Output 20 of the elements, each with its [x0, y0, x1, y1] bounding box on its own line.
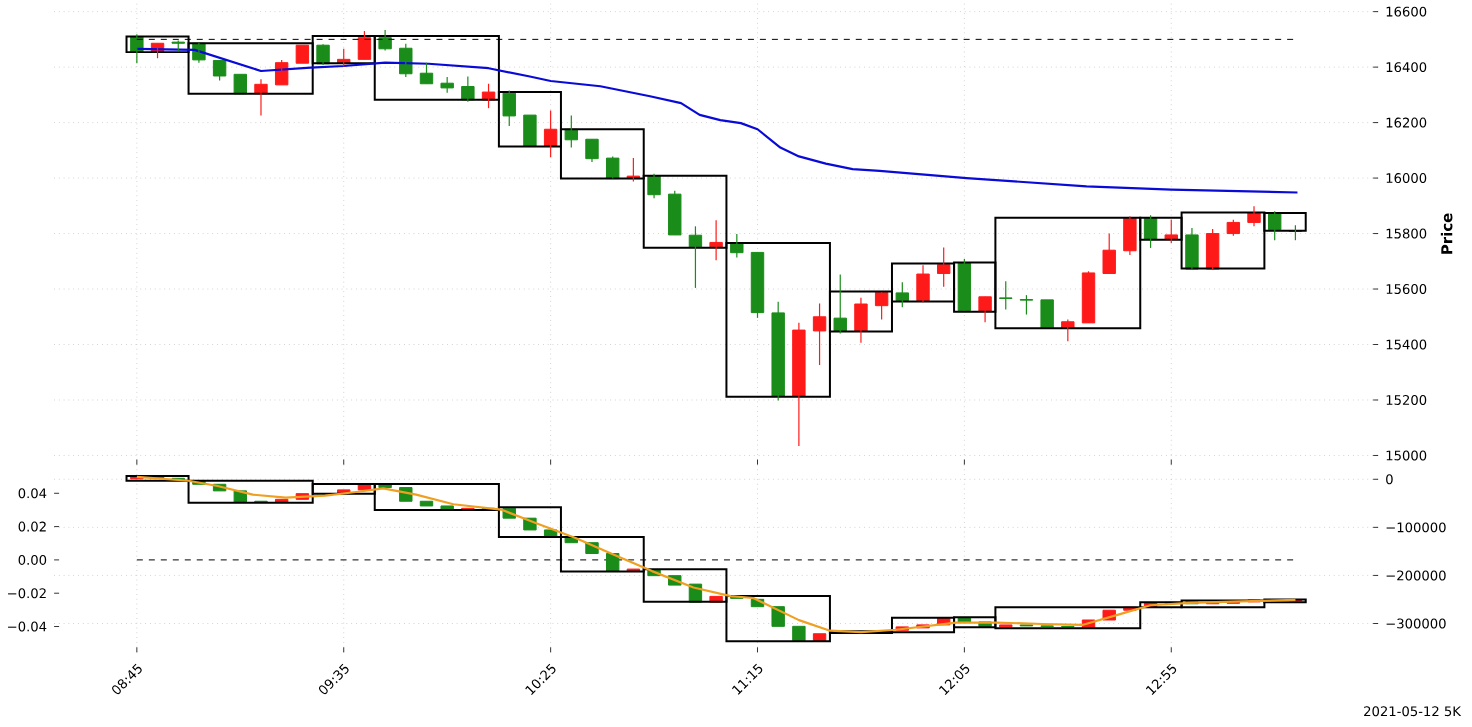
- y-tick-label: 16000: [1386, 172, 1427, 183]
- y-tick-label: 0.00: [18, 554, 47, 565]
- y-tick-label: 0.02: [18, 521, 46, 532]
- y-tick-label: 15600: [1386, 283, 1427, 294]
- y2-tick-label: −200000: [1386, 570, 1446, 581]
- y-tick-label: 16400: [1386, 62, 1427, 72]
- y-tick-label: 16600: [1386, 6, 1427, 17]
- y-tick-label: 15200: [1386, 394, 1427, 405]
- y2-tick-label: 0: [1386, 474, 1393, 485]
- text: 2021-05-12 5K: [1364, 706, 1462, 717]
- y2-tick-label: −100000: [1386, 522, 1446, 533]
- y-tick-label: −0.02: [8, 588, 46, 599]
- y-tick-label: −0.04: [8, 621, 47, 632]
- y-tick-label: 15800: [1386, 228, 1427, 239]
- y2-tick-label: −300000: [1386, 618, 1446, 629]
- y-tick-label: 15400: [1386, 339, 1427, 350]
- y-tick-label: 16200: [1386, 117, 1427, 128]
- y-axis-title: Price: [1440, 213, 1453, 254]
- y-tick-label: 0.04: [18, 488, 47, 499]
- y-tick-label: 15000: [1386, 450, 1427, 461]
